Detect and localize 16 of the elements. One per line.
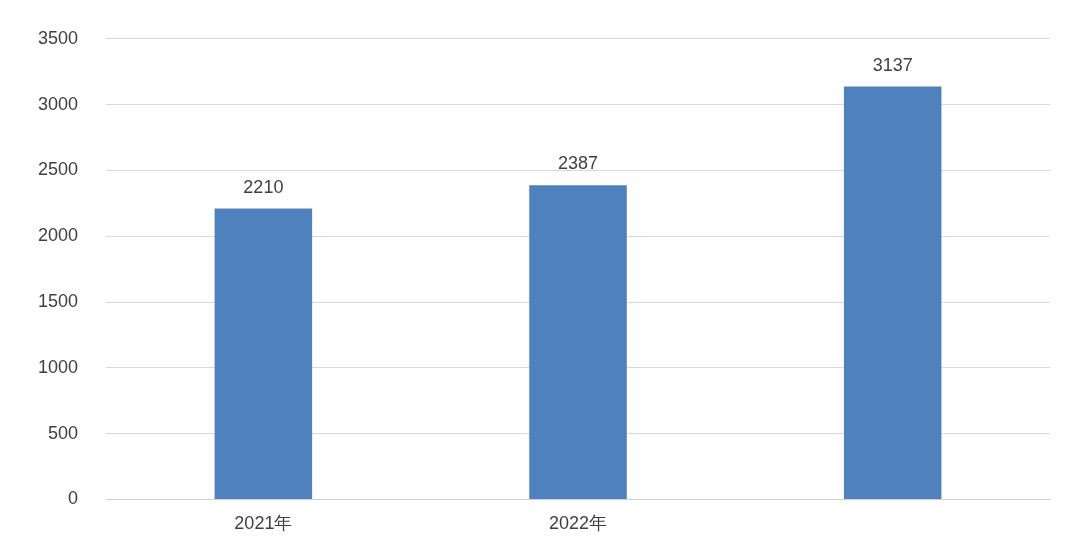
x-tick-label: 2021年	[234, 513, 293, 534]
data-label: 3137	[872, 54, 913, 75]
y-tick-label: 500	[48, 422, 79, 443]
x-tick-label: 2022年	[549, 513, 608, 534]
bar	[843, 86, 942, 499]
bar	[214, 208, 313, 499]
bar	[529, 185, 627, 499]
data-label: 2210	[243, 176, 284, 197]
y-tick-label: 2500	[38, 159, 79, 180]
y-tick-label: 1000	[38, 356, 79, 377]
y-tick-label: 1500	[38, 290, 79, 311]
data-label: 2387	[558, 153, 599, 174]
y-tick-label: 3500	[38, 27, 79, 48]
y-tick-label: 2000	[38, 225, 79, 246]
y-tick-label: 3000	[38, 93, 79, 114]
y-tick-label: 0	[68, 488, 79, 509]
